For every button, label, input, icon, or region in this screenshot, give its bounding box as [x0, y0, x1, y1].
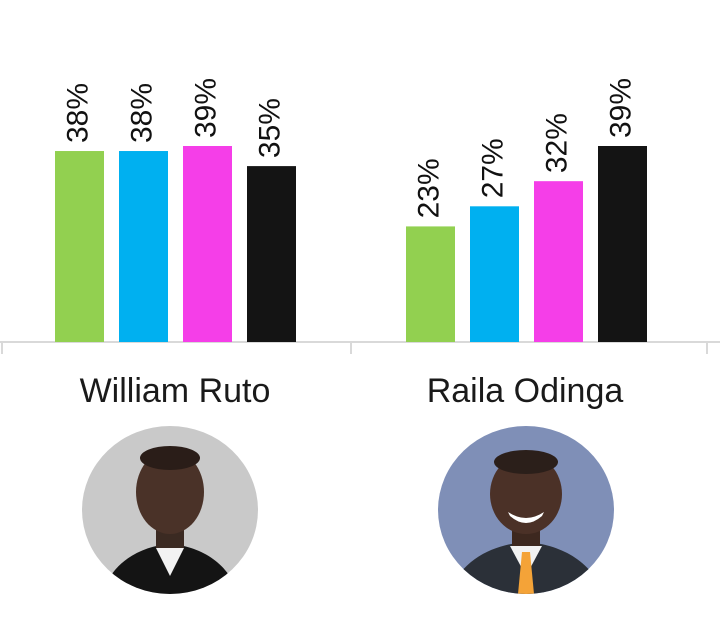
- candidate-name-ruto: William Ruto: [79, 372, 271, 410]
- bar-1-3: [598, 146, 647, 342]
- candidate-name-odinga: Raila Odinga: [426, 372, 624, 410]
- bar-0-0: [55, 151, 104, 342]
- data-label-0-2: 39%: [189, 78, 222, 138]
- bar-1-2: [534, 181, 583, 342]
- data-label-1-0: 23%: [412, 158, 445, 218]
- data-label-1-2: 32%: [540, 113, 573, 173]
- bar-chart: 38% 38% 39% 35% 23% 27% 32% 39%: [0, 78, 720, 354]
- bar-0-2: [183, 146, 232, 342]
- ruto-portrait: [82, 426, 258, 594]
- data-label-0-1: 38%: [125, 83, 158, 143]
- odinga-portrait: [438, 426, 614, 594]
- data-label-1-1: 27%: [476, 138, 509, 198]
- bar-1-0: [406, 226, 455, 342]
- data-label-0-0: 38%: [61, 83, 94, 143]
- data-label-0-3: 35%: [253, 98, 286, 158]
- data-label-1-3: 39%: [604, 78, 637, 138]
- bar-0-3: [247, 166, 296, 342]
- bar-1-1: [470, 206, 519, 342]
- bar-0-1: [119, 151, 168, 342]
